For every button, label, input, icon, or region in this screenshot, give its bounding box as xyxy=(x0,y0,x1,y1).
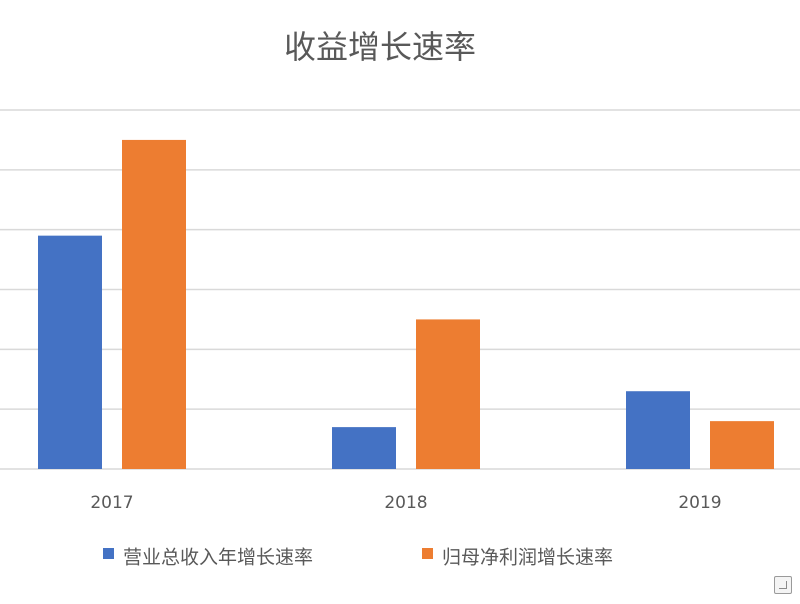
x-tick-label: 2019 xyxy=(678,493,721,513)
legend-swatch-1 xyxy=(103,548,114,559)
bar-2018-series-1 xyxy=(332,427,396,469)
x-tick-label: 2018 xyxy=(384,493,427,513)
legend: 营业总收入年增长速率 归母净利润增长速率 xyxy=(103,547,613,569)
legend-swatch-2 xyxy=(422,548,433,559)
legend-label-2: 归母净利润增长速率 xyxy=(442,547,613,569)
bar-2017-series-2 xyxy=(122,139,186,469)
legend-label-1: 营业总收入年增长速率 xyxy=(123,547,313,569)
bar-2018-series-2 xyxy=(416,319,480,469)
bar-2019-series-1 xyxy=(626,391,690,469)
chart-title: 收益增长速率 xyxy=(284,28,476,66)
bars-layer xyxy=(38,139,774,469)
chart-options-icon[interactable] xyxy=(774,576,792,594)
x-tick-label: 2017 xyxy=(90,493,133,513)
bar-2017-series-1 xyxy=(38,235,102,469)
x-axis-ticks: 2017 2018 2019 xyxy=(90,493,721,513)
bar-2019-series-2 xyxy=(710,421,774,469)
